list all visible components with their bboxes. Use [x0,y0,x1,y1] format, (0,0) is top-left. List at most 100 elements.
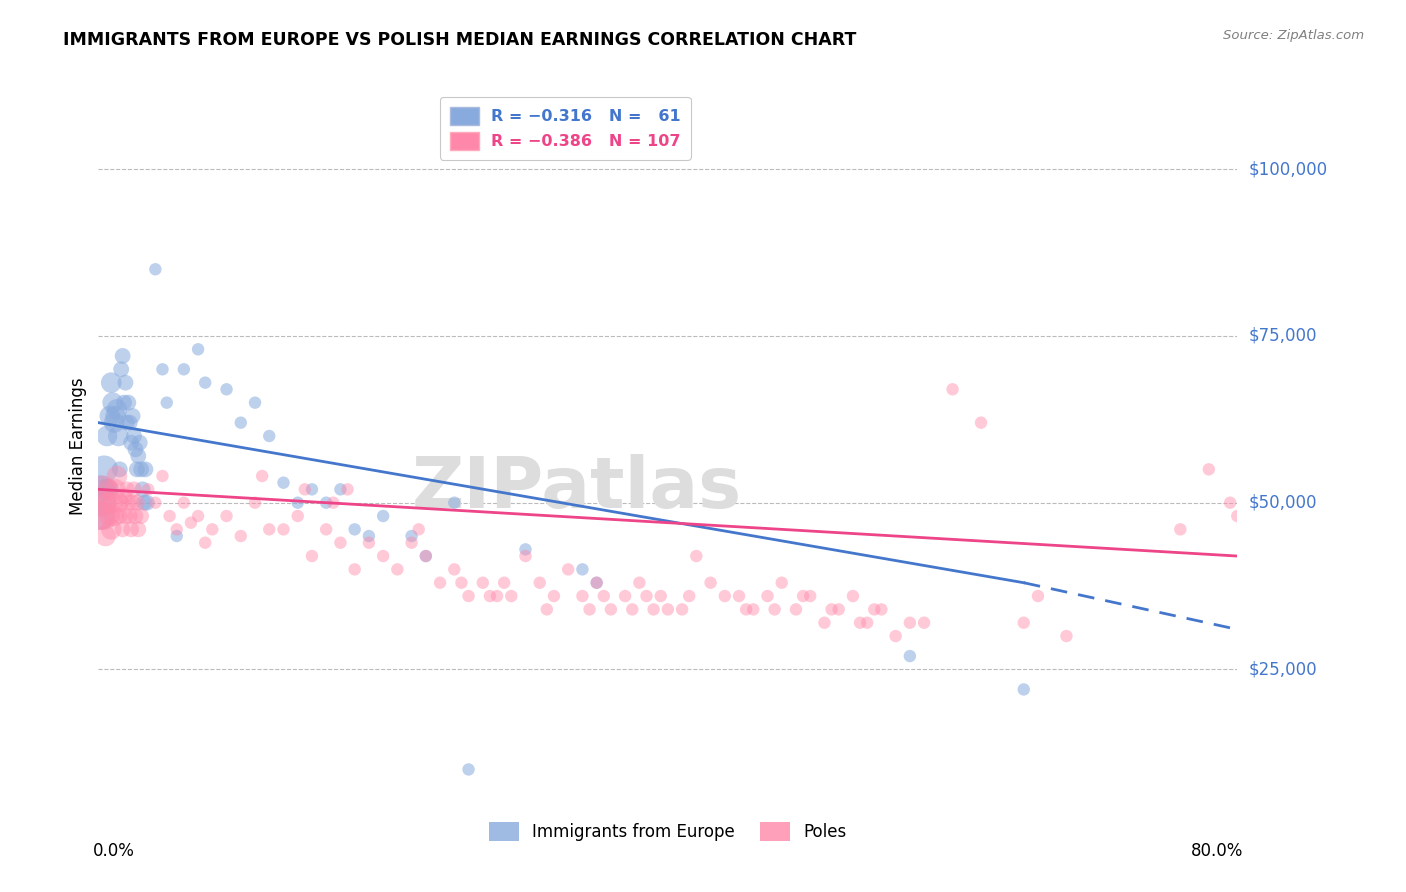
Point [457,589,479,603]
Point [152,469,174,483]
Point [89,483,111,497]
Point [628,575,651,590]
Point [132,496,155,510]
Text: 80.0%: 80.0% [1191,842,1243,860]
Point [91,483,114,497]
Point [478,589,501,603]
Point [93,509,115,524]
Text: $25,000: $25,000 [1249,660,1317,679]
Point [287,496,309,510]
Point [898,649,921,664]
Point [636,589,658,603]
Point [127,449,149,463]
Point [357,529,380,543]
Point [229,529,252,543]
Point [699,575,721,590]
Point [94,483,117,497]
Point [120,435,142,450]
Point [194,535,217,549]
Point [529,575,551,590]
Point [125,462,148,476]
Point [357,535,380,549]
Point [136,483,159,497]
Point [105,469,128,483]
Point [287,509,309,524]
Point [329,535,352,549]
Point [110,496,132,510]
Point [108,509,131,524]
Point [94,529,117,543]
Point [735,602,758,616]
Point [1198,462,1220,476]
Point [93,462,115,476]
Point [742,602,765,616]
Point [912,615,935,630]
Point [799,589,821,603]
Point [650,589,672,603]
Point [159,509,181,524]
Point [145,262,167,277]
Point [122,483,145,497]
Point [112,489,135,503]
Point [756,589,779,603]
Text: IMMIGRANTS FROM EUROPE VS POLISH MEDIAN EARNINGS CORRELATION CHART: IMMIGRANTS FROM EUROPE VS POLISH MEDIAN … [63,31,856,49]
Point [114,509,136,524]
Point [166,529,188,543]
Point [122,429,145,443]
Point [96,429,118,443]
Point [156,395,179,409]
Point [180,516,202,530]
Point [91,496,114,510]
Point [1226,509,1249,524]
Point [820,602,842,616]
Point [201,522,224,536]
Point [1012,682,1035,697]
Point [273,522,295,536]
Point [600,602,623,616]
Point [118,509,141,524]
Point [111,522,134,536]
Point [770,575,793,590]
Point [301,549,323,563]
Point [678,589,700,603]
Point [571,562,593,576]
Point [813,615,835,630]
Point [103,509,125,524]
Point [107,496,129,510]
Point [536,602,558,616]
Point [152,362,174,376]
Point [96,496,118,510]
Point [129,509,152,524]
Legend: Immigrants from Europe, Poles: Immigrants from Europe, Poles [482,815,853,848]
Point [97,483,120,497]
Point [457,763,479,777]
Point [408,522,430,536]
Point [849,615,872,630]
Point [259,429,281,443]
Point [124,442,146,457]
Point [117,395,139,409]
Point [129,462,152,476]
Point [100,522,122,536]
Point [105,402,128,417]
Point [108,462,131,476]
Text: 0.0%: 0.0% [93,842,135,860]
Point [343,522,366,536]
Point [429,575,451,590]
Point [104,409,127,423]
Point [100,376,122,390]
Point [585,575,607,590]
Point [187,343,209,357]
Point [294,483,316,497]
Point [121,409,143,423]
Point [1219,496,1241,510]
Point [942,382,965,396]
Point [870,602,893,616]
Point [343,562,366,576]
Point [215,382,238,396]
Point [543,589,565,603]
Point [585,575,607,590]
Point [714,589,737,603]
Point [401,529,423,543]
Point [145,496,167,510]
